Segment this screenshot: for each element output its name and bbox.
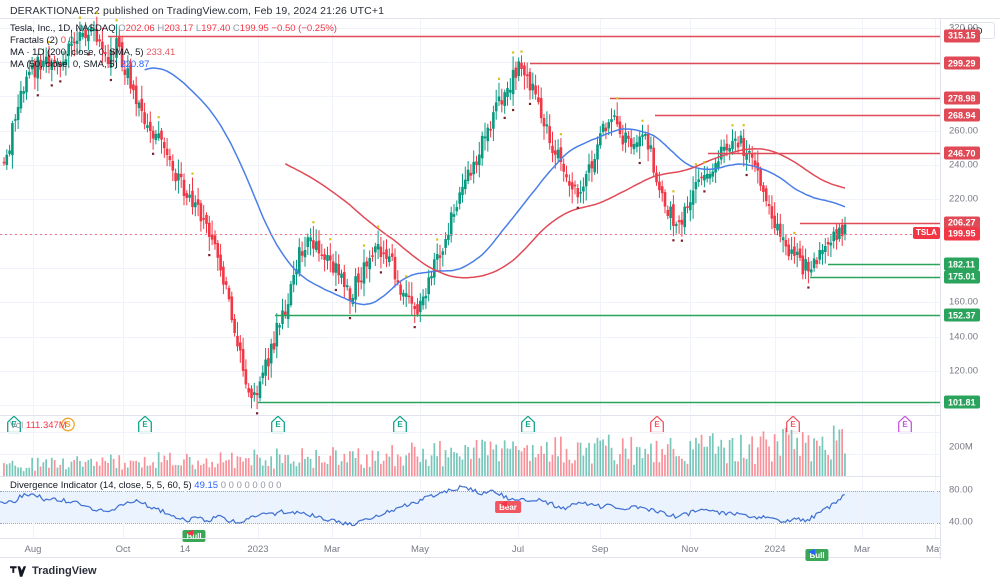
time-tick: Aug	[24, 544, 42, 555]
event-marker-label: E	[397, 419, 403, 429]
volume-value: 111.347M	[25, 420, 67, 431]
time-tick: May	[411, 544, 429, 555]
open-value: 202.06	[125, 23, 155, 34]
divergence-name: Divergence Indicator (14, close, 5, 5, 6…	[10, 480, 192, 491]
event-marker-label: E	[902, 419, 908, 429]
volume-pane[interactable]: Vol 111.347M	[0, 415, 940, 476]
time-tick: 2023	[247, 544, 269, 555]
symbol-legend: Tesla, Inc., 1D, NASDAQ O202.06 H203.17 …	[10, 23, 337, 35]
oscillator-upper-bound	[0, 491, 940, 492]
event-marker-earnings-teal[interactable]: E	[138, 415, 153, 434]
event-marker-label: E	[11, 419, 17, 429]
resistance-price-tag[interactable]: 315.15	[944, 29, 980, 43]
oscillator-series	[0, 477, 936, 539]
support-price-tag[interactable]: 101.81	[944, 395, 980, 409]
divergence-pane[interactable]: Divergence Indicator (14, close, 5, 5, 6…	[0, 476, 940, 539]
time-tick: Mar	[853, 544, 871, 555]
attribution-text: DERAKTIONAER2 published on TradingView.c…	[10, 5, 385, 17]
volume-legend[interactable]: Vol 111.347M	[10, 420, 67, 432]
event-marker-earnings-purple[interactable]: E	[898, 415, 913, 434]
ma200-value: 233.41	[146, 47, 176, 58]
high-label: H	[157, 23, 165, 34]
chart-frame: Tesla, Inc., 1D, NASDAQ O202.06 H203.17 …	[0, 11, 1000, 561]
event-marker-earnings-teal[interactable]: E	[271, 415, 286, 434]
oscillator-lower-bound	[0, 523, 940, 524]
event-marker-earnings-teal[interactable]: E	[393, 415, 408, 434]
divergence-legend[interactable]: Divergence Indicator (14, close, 5, 5, 6…	[10, 480, 281, 492]
event-marker-label: E	[654, 419, 660, 429]
divergence-zeros: 0 0 0 0 0 0 0 0	[220, 480, 282, 491]
resistance-price-tag[interactable]: 246.70	[944, 146, 980, 160]
event-marker-label: E	[275, 419, 281, 429]
price-tick: 240.00	[949, 159, 979, 171]
oscillator-band	[0, 491, 940, 523]
ticker-price-flag: TSLA	[913, 226, 940, 239]
fractals-legend[interactable]: Fractals (2) 0 0	[10, 35, 74, 47]
open-label: O	[118, 23, 126, 34]
fractals-value-2: 0	[68, 35, 74, 46]
time-tick: Nov	[681, 544, 699, 555]
time-tick: Sep	[591, 544, 609, 555]
oscillator-tick: 80.00	[949, 484, 973, 496]
low-label: L	[195, 23, 202, 34]
ma50-name: MA (50, close, 0, SMA, 5)	[10, 59, 118, 70]
fractals-name: Fractals (2)	[10, 35, 59, 46]
support-price-tag[interactable]: 175.01	[944, 270, 980, 284]
price-grid-and-series	[0, 11, 940, 415]
high-value: 203.17	[164, 23, 194, 34]
price-tick: 320.00	[949, 22, 979, 34]
tradingview-wordmark: TradingView	[32, 565, 97, 577]
close-label: C	[232, 23, 240, 34]
price-tick: 120.00	[949, 365, 979, 377]
fractals-value-1: 0	[60, 35, 66, 46]
low-value: 197.40	[201, 23, 231, 34]
price-tick: 140.00	[949, 331, 979, 343]
divergence-value: 49.15	[194, 480, 219, 491]
oscillator-tick: 40.00	[949, 516, 973, 528]
support-price-tag[interactable]: 152.37	[944, 308, 980, 322]
event-marker-split-orange[interactable]: S	[61, 415, 76, 434]
ma200-name: MA · 1D (200, close, 0, SMA, 5)	[10, 47, 144, 58]
price-axis[interactable]: USD 320.00260.00240.00220.00200.00160.00…	[940, 19, 1000, 559]
ma200-legend[interactable]: MA · 1D (200, close, 0, SMA, 5) 233.41	[10, 47, 175, 59]
price-tick: 220.00	[949, 193, 979, 205]
tradingview-mark-icon	[10, 565, 27, 577]
ma50-legend[interactable]: MA (50, close, 0, SMA, 5) 220.87	[10, 59, 149, 71]
resistance-price-tag[interactable]: 299.29	[944, 56, 980, 70]
event-marker-label: S	[65, 419, 71, 429]
event-marker-label: E	[142, 419, 148, 429]
price-tick: 260.00	[949, 125, 979, 137]
volume-tick: 200M	[949, 441, 973, 453]
event-marker-earnings-teal[interactable]: E	[7, 415, 22, 434]
ma50-value: 220.87	[120, 59, 150, 70]
close-value: 199.95	[239, 23, 269, 34]
time-tick: Oct	[115, 544, 131, 555]
time-axis[interactable]: Aug Oct 14 2023 Mar May Jul Sep Nov 2024 Mar May	[0, 538, 944, 559]
event-marker-label: E	[525, 419, 531, 429]
support-price-tag[interactable]: 182.11	[944, 257, 980, 271]
volume-name: Vol	[10, 420, 24, 431]
symbol-title: Tesla, Inc., 1D, NASDAQ	[10, 23, 116, 34]
price-tick: 160.00	[949, 296, 979, 308]
tradingview-logo: TradingView	[10, 565, 97, 577]
time-tick: 2024	[764, 544, 786, 555]
time-tick: Jul	[511, 544, 525, 555]
time-tick: 14	[179, 544, 191, 555]
resistance-price-tag[interactable]: 206.27	[944, 216, 980, 230]
event-marker-earnings-teal[interactable]: E	[521, 415, 536, 434]
event-marker-earnings-red[interactable]: E	[650, 415, 665, 434]
event-marker-label: E	[790, 419, 796, 429]
resistance-price-tag[interactable]: 268.94	[944, 108, 980, 122]
time-tick: Mar	[323, 544, 341, 555]
time-tick: May	[926, 544, 944, 555]
change-value: −0.50 (−0.25%)	[271, 23, 337, 34]
resistance-price-tag[interactable]: 278.98	[944, 91, 980, 105]
price-pane[interactable]: Tesla, Inc., 1D, NASDAQ O202.06 H203.17 …	[0, 11, 940, 415]
volume-series	[0, 416, 940, 476]
last-price-tag[interactable]: 199.95	[944, 227, 980, 241]
